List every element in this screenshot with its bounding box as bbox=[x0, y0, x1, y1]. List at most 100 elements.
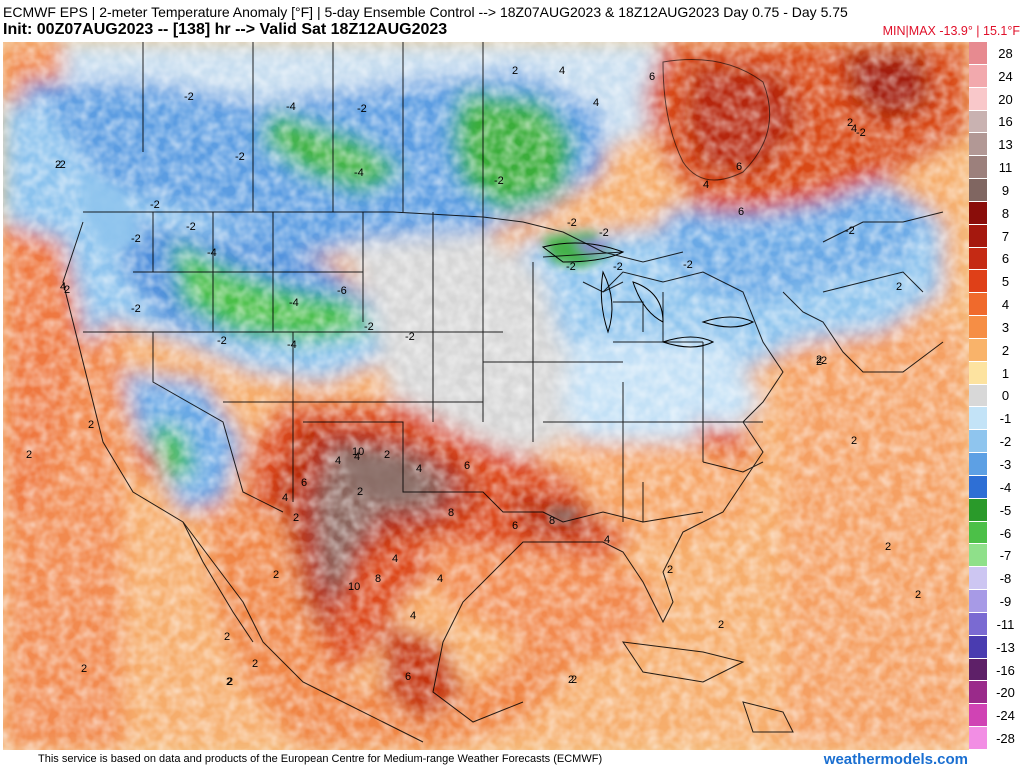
contour-label: -2 bbox=[217, 335, 227, 347]
colorbar-swatch bbox=[969, 42, 987, 65]
disclaimer: This service is based on data and produc… bbox=[38, 753, 603, 765]
contour-label: 4 bbox=[410, 610, 417, 622]
contour-label: 6 bbox=[738, 206, 745, 218]
contour-label: 4 bbox=[282, 492, 289, 504]
contour-label: 2 bbox=[568, 674, 575, 686]
contour-label: 2 bbox=[816, 354, 823, 366]
colorbar-swatch bbox=[969, 156, 987, 180]
contour-label: -2 bbox=[856, 127, 866, 139]
contour-label: -4 bbox=[287, 339, 297, 351]
contour-label: 2 bbox=[64, 284, 71, 296]
title-line-2: Init: 00Z07AUG2023 -- [138] hr --> Valid… bbox=[3, 21, 448, 38]
header: ECMWF EPS | 2-meter Temperature Anomaly … bbox=[0, 0, 1024, 42]
colorbar-label: -9 bbox=[999, 594, 1012, 610]
anomaly-map[interactable]: 4 6 2 4 6 2 -2 -4 -2 -2 -4 -2 4 6 -2 -2 -2 -2 -2 -2 4 -2 -2 -4-… bbox=[3, 42, 969, 750]
colorbar-label: 5 bbox=[1001, 274, 1010, 290]
colorbar-swatch bbox=[969, 224, 987, 248]
colorbar: 28 24 20 16 13 11 9 8 7 6 5 4 3 2 1 0 -1 -2 -3 -4 -5 -6 -7 -8 -9… bbox=[969, 42, 1024, 750]
contour-label: -2 bbox=[567, 217, 577, 229]
colorbar-entry: 24 bbox=[969, 64, 1024, 88]
contour-label: -2 bbox=[235, 151, 245, 163]
colorbar-label: -3 bbox=[999, 457, 1012, 472]
colorbar-entry: 1 bbox=[969, 361, 1024, 385]
contour-label: 6 bbox=[405, 671, 412, 683]
contour-label: -2 bbox=[613, 261, 623, 273]
colorbar-swatch bbox=[969, 590, 987, 613]
colorbar-swatch bbox=[969, 316, 987, 339]
colorbar-label: 20 bbox=[998, 91, 1013, 107]
colorbar-swatch bbox=[969, 521, 987, 545]
boundaries bbox=[62, 42, 944, 743]
colorbar-label: -28 bbox=[996, 731, 1015, 747]
colorbar-label: -24 bbox=[996, 708, 1015, 724]
colorbar-entry: 0 bbox=[969, 384, 1024, 408]
contour-label: 10 bbox=[352, 446, 365, 458]
colorbar-swatch bbox=[969, 475, 987, 499]
colorbar-swatch bbox=[969, 247, 987, 271]
colorbar-entry: -24 bbox=[969, 704, 1024, 728]
colorbar-entry: -2 bbox=[969, 430, 1024, 454]
colorbar-label: 28 bbox=[998, 45, 1013, 61]
contour-label: 4 bbox=[335, 455, 342, 467]
map-canvas bbox=[3, 42, 969, 750]
contour-label: 2 bbox=[885, 541, 892, 553]
contour-label: 2 bbox=[226, 676, 233, 688]
colorbar-swatch bbox=[969, 430, 987, 454]
footer: This service is based on data and produc… bbox=[0, 750, 1024, 768]
contour-label: -2 bbox=[150, 199, 160, 211]
contour-label: 2 bbox=[851, 435, 858, 447]
contour-label: 10 bbox=[348, 581, 361, 593]
colorbar-entry: -16 bbox=[969, 658, 1024, 682]
contour-label: 2 bbox=[26, 449, 33, 461]
contour-label: 4 bbox=[437, 573, 444, 585]
contour-label: 2 bbox=[227, 676, 234, 688]
colorbar-label: -2 bbox=[999, 434, 1012, 450]
colorbar-entry: 2 bbox=[969, 338, 1024, 362]
contour-label: 4 bbox=[604, 534, 611, 546]
contour-label: -2 bbox=[683, 259, 693, 271]
contour-label: 2 bbox=[571, 674, 578, 686]
colorbar-label: 7 bbox=[1001, 228, 1010, 244]
contour-label: -2 bbox=[494, 175, 504, 187]
colorbar-entry: -28 bbox=[969, 727, 1024, 750]
contour-label: 4 bbox=[559, 65, 566, 77]
contour-label: -2 bbox=[845, 225, 855, 237]
colorbar-swatch bbox=[969, 270, 987, 294]
colorbar-swatch bbox=[969, 64, 987, 88]
colorbar-label: 6 bbox=[1001, 251, 1010, 267]
contour-label: 6 bbox=[649, 71, 656, 83]
colorbar-entry: 7 bbox=[969, 224, 1024, 248]
contour-label: -2 bbox=[184, 91, 194, 103]
contour-label: 2 bbox=[667, 564, 674, 576]
colorbar-label: 2 bbox=[1001, 342, 1010, 358]
colorbar-entry: 13 bbox=[969, 133, 1024, 157]
colorbar-swatch bbox=[969, 179, 987, 202]
colorbar-entry: 4 bbox=[969, 293, 1024, 317]
colorbar-swatch bbox=[969, 110, 987, 134]
contour-label: -4 bbox=[289, 297, 299, 309]
colorbar-swatch bbox=[969, 338, 987, 362]
colorbar-swatch bbox=[969, 498, 987, 522]
contour-label: 2 bbox=[224, 631, 231, 643]
colorbar-label: 3 bbox=[1001, 319, 1010, 335]
colorbar-swatch bbox=[969, 87, 987, 111]
contour-label: -2 bbox=[56, 159, 66, 171]
colorbar-label: -5 bbox=[999, 502, 1012, 518]
colorbar-swatch bbox=[969, 612, 987, 636]
contour-label: -4 bbox=[354, 167, 364, 179]
colorbar-entry: 11 bbox=[969, 156, 1024, 180]
contour-label: 8 bbox=[375, 573, 382, 585]
colorbar-entry: -11 bbox=[969, 612, 1024, 636]
contour-label: 2 bbox=[252, 658, 259, 670]
contour-label: -4 bbox=[207, 247, 217, 259]
contour-label: -4 bbox=[286, 101, 296, 113]
contour-label: -2 bbox=[405, 331, 415, 343]
colorbar-swatch bbox=[969, 384, 987, 408]
colorbar-label: -1 bbox=[999, 411, 1012, 427]
contour-label: 2 bbox=[847, 117, 854, 129]
colorbar-entry: -4 bbox=[969, 475, 1024, 499]
title-line-1: ECMWF EPS | 2-meter Temperature Anomaly … bbox=[3, 4, 848, 20]
colorbar-entry: -3 bbox=[969, 453, 1024, 476]
colorbar-label: 0 bbox=[1001, 388, 1010, 404]
colorbar-entry: 28 bbox=[969, 42, 1024, 65]
